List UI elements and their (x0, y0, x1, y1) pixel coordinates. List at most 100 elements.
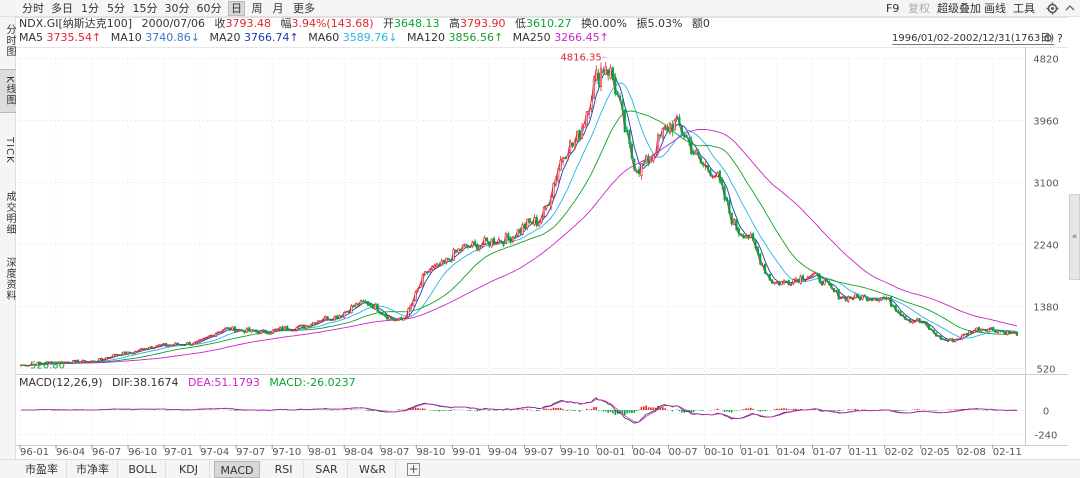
candle-body (652, 154, 655, 162)
open-label: 开 (383, 17, 395, 30)
high-value: 3793.90 (460, 17, 506, 30)
candle-body (255, 330, 258, 333)
candle-body (656, 134, 660, 152)
date-tick-label: 98-07 (380, 447, 409, 458)
candle-body (400, 317, 403, 320)
amplitude-label: 振 (636, 17, 648, 30)
turnover-label: 换 (581, 17, 593, 30)
candle-body (887, 297, 890, 300)
candle-body (961, 334, 964, 340)
tab-kdj[interactable]: KDJ (168, 461, 210, 478)
candle-body (728, 200, 731, 214)
add-tab-button[interactable]: + (407, 462, 420, 476)
candle-body (697, 151, 700, 157)
tab-rsi[interactable]: RSI (264, 461, 304, 478)
candle-body (452, 249, 455, 261)
date-range-selector[interactable]: 1996/01/02-2002/12/31(1763日) (892, 33, 1055, 45)
kline-chart[interactable]: 4820 3960 3100 2240 1380 520 0 -240 96-01 96-04… (16, 0, 1068, 459)
candle-body (511, 236, 515, 242)
period-button-multiday[interactable]: 多日 (51, 2, 73, 15)
candle-body (504, 233, 507, 245)
candle-body (882, 296, 885, 299)
candle-body (376, 303, 379, 312)
collapse-right-panel-handle[interactable]: « (1069, 194, 1080, 280)
side-tab-trade-detail[interactable]: 成交明细 (4, 191, 15, 235)
candle-body (706, 164, 710, 170)
macd-value: -26.0237 (306, 376, 356, 389)
candle-body (43, 362, 46, 365)
candle-body (374, 303, 377, 310)
side-tab-depth-info[interactable]: 深度资料 (4, 257, 15, 301)
candle-body (250, 329, 253, 333)
candle-body (164, 343, 168, 347)
side-tab-intraday[interactable]: 分时图 (4, 23, 15, 57)
candle-body (390, 316, 393, 320)
min-price-label: 526.80 (30, 361, 65, 372)
scroll-up-icon[interactable] (1064, 2, 1076, 15)
help-icon[interactable]: ? (1057, 32, 1063, 45)
candle-body (407, 307, 410, 318)
tab-boll[interactable]: BOLL (120, 461, 166, 478)
tab-sar[interactable]: SAR (306, 461, 348, 478)
tab-macd[interactable]: MACD (214, 461, 260, 478)
tab-wr[interactable]: W&R (350, 461, 396, 478)
range-settings-icon[interactable] (1043, 33, 1053, 43)
period-button-30min[interactable]: 30分 (164, 2, 190, 15)
candle-body (219, 331, 222, 333)
candle-body (67, 361, 70, 364)
candle-body (768, 273, 771, 281)
candle-body (309, 324, 313, 328)
candle-body (623, 109, 626, 133)
candle-body (987, 328, 990, 332)
period-button-5min[interactable]: 5分 (107, 2, 125, 15)
tools-button[interactable]: 工具 (1013, 2, 1035, 15)
candle-body (69, 362, 72, 364)
date-tick-label: 97-04 (200, 447, 229, 458)
tab-pe[interactable]: 市盈率 (17, 461, 67, 478)
candle-body (614, 76, 617, 95)
f9-button[interactable]: F9 (886, 2, 900, 15)
period-button-1min[interactable]: 1分 (81, 2, 99, 15)
period-button-month[interactable]: 月 (272, 2, 284, 15)
amplitude-value: 5.03% (647, 17, 683, 30)
restore-right-button[interactable]: 复权 (908, 2, 930, 15)
side-tab-tick[interactable]: TICK (4, 136, 15, 164)
period-button-60min[interactable]: 60分 (196, 2, 222, 15)
candle-body (155, 345, 158, 348)
candle-body (162, 343, 165, 345)
draw-line-button[interactable]: 画线 (984, 2, 1006, 15)
candle-body (873, 298, 876, 301)
period-button-more[interactable]: 更多 (293, 2, 315, 15)
candle-body (269, 332, 272, 335)
candle-body (134, 350, 137, 355)
period-button-week[interactable]: 周 (251, 2, 263, 15)
candle-body (416, 287, 420, 292)
candle-body (314, 322, 317, 325)
tab-pb[interactable]: 市净率 (68, 461, 118, 478)
date-tick-label: 96-04 (56, 447, 85, 458)
candle-body (231, 326, 234, 331)
candle-body (31, 363, 34, 366)
price-axis: 4820 3960 3100 2240 1380 520 (1033, 55, 1058, 376)
candle-body (476, 244, 479, 251)
candle-body (780, 281, 783, 286)
candle-body (937, 335, 940, 337)
candle-body (792, 279, 795, 284)
candle-body (695, 150, 698, 155)
candle-series (19, 61, 1019, 367)
period-button-15min[interactable]: 15分 (132, 2, 158, 15)
candle-body (540, 217, 543, 223)
period-button-intraday[interactable]: 分时 (22, 2, 44, 15)
candle-body (186, 342, 189, 345)
candle-body (785, 280, 788, 283)
candle-body (347, 310, 351, 313)
gear-icon[interactable] (1046, 2, 1059, 15)
candle-body (526, 218, 529, 229)
date-axis: 96-01 96-04 96-07 96-10 97-01 97-04 97-07 97-10… (19, 445, 1022, 458)
period-button-day[interactable]: 日 (228, 1, 245, 16)
ma5-value: 3735.54↑ (46, 31, 102, 44)
super-overlay-button[interactable]: 超级叠加 (937, 2, 981, 15)
side-tab-kline[interactable]: K线图 (0, 69, 16, 113)
candle-body (840, 297, 843, 300)
candle-body (737, 228, 740, 235)
